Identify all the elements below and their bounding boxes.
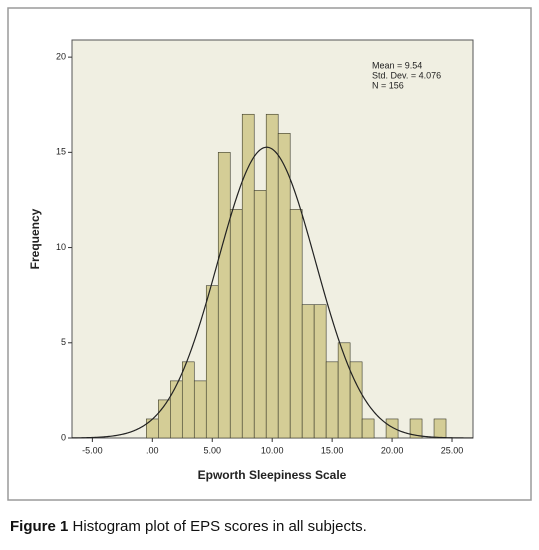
x-tick-label: 10.00 (261, 445, 284, 455)
y-tick-label: 15 (56, 147, 66, 157)
caption-label: Figure 1 (10, 518, 69, 535)
y-tick-label: 20 (56, 52, 66, 62)
stat-label: Mean = 9.54 (372, 60, 422, 70)
bar (277, 133, 291, 439)
bar (385, 418, 399, 439)
bar (301, 304, 315, 439)
stat-label: N = 156 (372, 80, 404, 90)
bar (337, 342, 351, 439)
bar (289, 209, 303, 439)
stat-label: Std. Dev. = 4.076 (372, 70, 441, 80)
caption-text: Histogram plot of EPS scores in all subj… (72, 518, 367, 535)
bar (181, 361, 195, 439)
x-tick-label: 5.00 (203, 445, 221, 455)
bar (361, 418, 375, 439)
bar (217, 152, 231, 439)
x-tick-label: 25.00 (441, 445, 464, 455)
bar (313, 304, 327, 439)
bar (253, 190, 267, 439)
bar (241, 113, 255, 439)
x-tick-label: -5.00 (82, 445, 103, 455)
bar (205, 285, 219, 439)
bar (433, 418, 447, 439)
x-tick-label: 20.00 (381, 445, 404, 455)
bar (349, 361, 363, 439)
bar (146, 418, 159, 439)
bar (265, 113, 279, 439)
y-axis-title: Frequency (28, 208, 42, 269)
x-tick-label: .00 (146, 445, 159, 455)
caption: Figure 1 Histogram plot of EPS scores in… (10, 518, 367, 535)
y-tick-label: 0 (61, 432, 66, 442)
bar (229, 209, 243, 439)
bar (170, 380, 183, 439)
bar (325, 361, 339, 439)
bar (193, 380, 207, 439)
y-tick-label: 5 (61, 337, 66, 347)
normal-curve (71, 146, 473, 439)
x-tick-label: 15.00 (321, 445, 344, 455)
bar (409, 418, 423, 439)
x-axis-title: Epworth Sleepiness Scale (198, 468, 347, 482)
chart: Epworth Sleepiness Scale Frequency 0 5 10 1… (7, 7, 532, 501)
y-tick-label: 10 (56, 242, 66, 252)
